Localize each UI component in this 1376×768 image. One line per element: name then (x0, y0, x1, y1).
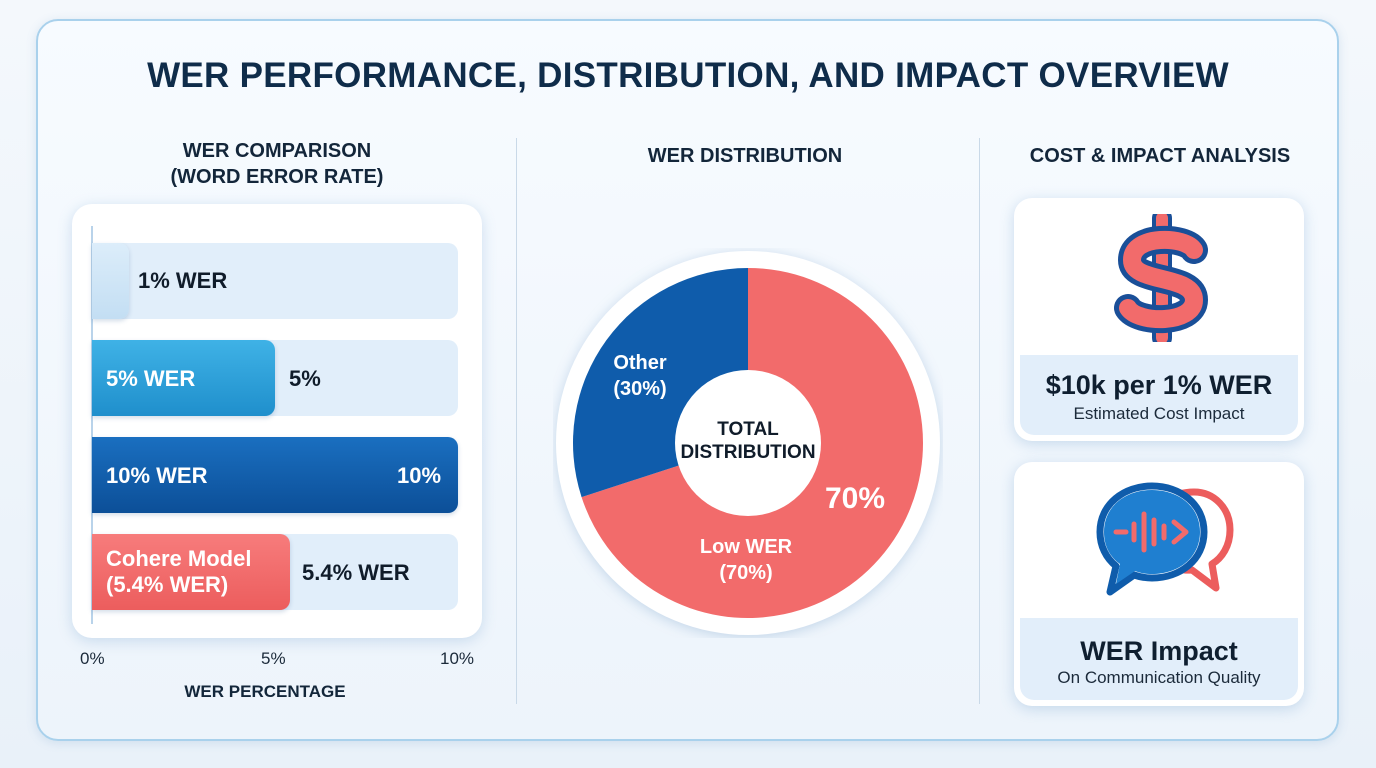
bar-4-outer-label: 5.4% WER (302, 560, 410, 585)
section-divider (516, 138, 517, 704)
bar-1-percent (92, 243, 129, 319)
cost-impact-card: $10k per 1% WER Estimated Cost Impact (1014, 198, 1304, 441)
bar-3-inner-label: 10% WER (106, 463, 208, 488)
bar-3-value-label: 10% (397, 463, 442, 488)
bar-5-percent (92, 340, 275, 416)
x-tick-label: 10% (440, 649, 475, 668)
donut-other-line1: Other (613, 352, 667, 374)
donut-center-line1: TOTAL (717, 419, 779, 440)
x-axis-label: WER PERCENTAGE (184, 682, 346, 701)
donut-chart: TOTAL DISTRIBUTION Other (30%) Low WER (… (553, 248, 943, 638)
dollar-icon (1114, 214, 1209, 342)
bar-4-inner-line2: (5.4% WER) (106, 572, 229, 597)
speech-bubble-icon (1096, 482, 1234, 596)
x-tick-label: 5% (261, 649, 286, 668)
page-title: WER PERFORMANCE, DISTRIBUTION, AND IMPAC… (147, 56, 1229, 95)
impact-subtitle: On Communication Quality (1057, 668, 1261, 687)
y-axis-line (91, 226, 93, 624)
bar-track (92, 243, 458, 319)
bar-4-inner-label: Cohere Model (5.4% WER) (106, 546, 251, 598)
impact-value: WER Impact (1080, 636, 1238, 666)
bar-10-percent (92, 437, 458, 513)
donut-low-line2: (70%) (719, 562, 773, 584)
wer-impact-card: WER Impact On Communication Quality (1014, 462, 1304, 706)
cost-value: $10k per 1% WER (1045, 370, 1273, 400)
donut-svg (556, 251, 940, 635)
distribution-title: WER DISTRIBUTION (647, 145, 843, 167)
x-tick-label: 0% (80, 649, 105, 668)
bar-4-inner-line1: Cohere Model (106, 546, 252, 571)
card-strip (1020, 355, 1298, 435)
cost-subtitle: Estimated Cost Impact (1073, 404, 1245, 423)
bar-2-outer-label: 5% (289, 366, 321, 391)
impact-title: COST & IMPACT ANALYSIS (1029, 145, 1291, 167)
bar-2-inner-label: 5% WER (106, 366, 196, 391)
donut-center-line2: DISTRIBUTION (680, 442, 816, 463)
section-divider (979, 138, 980, 704)
donut-low-label: Low WER (70%) (681, 534, 811, 586)
donut-low-value: 70% (824, 482, 886, 515)
card-strip (1020, 618, 1298, 700)
comparison-title-line1: WER COMPARISON (182, 140, 372, 162)
donut-center-hole (675, 370, 821, 516)
donut-other-label: Other (30%) (600, 350, 680, 402)
donut-other-line2: (30%) (613, 378, 667, 400)
bar-1-outer-label: 1% WER (138, 268, 228, 293)
comparison-title: WER COMPARISON (WORD ERROR RATE) (92, 138, 462, 190)
comparison-title-line2: (WORD ERROR RATE) (170, 166, 384, 188)
bar-cohere-model (92, 534, 290, 610)
donut-low-line1: Low WER (699, 536, 793, 558)
donut-center-label: TOTAL DISTRIBUTION (673, 418, 823, 464)
